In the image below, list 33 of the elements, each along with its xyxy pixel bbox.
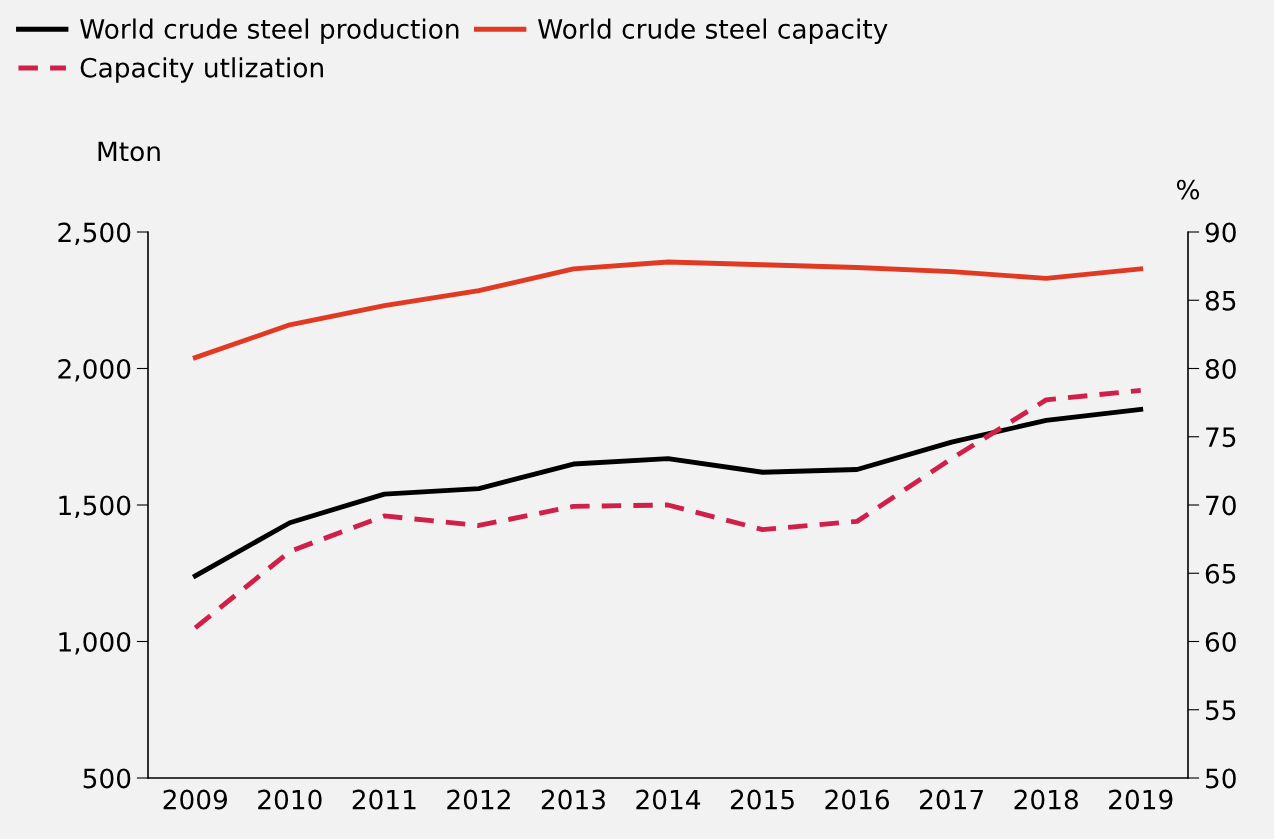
y2-tick-label: 80 (1205, 358, 1236, 379)
legend-label: World crude steel capacity (538, 18, 888, 45)
x-tick-label: 2013 (541, 789, 605, 810)
y2-axis-title: % (1176, 179, 1200, 200)
y2-tick-label: 50 (1206, 768, 1236, 789)
y-axis-title: Mton (98, 141, 160, 162)
y2-tick-label: 75 (1206, 427, 1236, 448)
x-tick-label: 2012 (447, 789, 510, 810)
x-tick-label: 2014 (636, 789, 701, 810)
line-series (192, 387, 1144, 631)
x-tick-label: 2010 (258, 789, 322, 810)
legend-label: Capacity utlization (80, 57, 323, 83)
y2-tick-label: 55 (1206, 700, 1236, 721)
y2-tick-label: 85 (1205, 290, 1236, 311)
x-tick-label: 2011 (352, 789, 416, 810)
x-tick-label: 2019 (1109, 789, 1173, 810)
y2-tick-label: 65 (1205, 563, 1236, 584)
y2-tick-label: 90 (1205, 222, 1236, 243)
y-tick-label: 2,500 (58, 222, 131, 246)
y-tick-label: 1,000 (59, 631, 131, 655)
x-tick-label: 2017 (919, 789, 983, 810)
line-series (192, 259, 1144, 361)
y-tick-label: 2,000 (58, 358, 131, 382)
x-tick-label: 2018 (1014, 789, 1078, 810)
x-tick-label: 2016 (825, 789, 890, 810)
y-tick-label: 500 (83, 768, 131, 789)
legend-label: World crude steel production (80, 18, 459, 45)
line-series (192, 407, 1144, 579)
y2-tick-label: 70 (1206, 495, 1236, 516)
x-tick-label: 2015 (730, 789, 794, 810)
y-tick-label: 1,500 (59, 495, 131, 519)
y2-tick-label: 60 (1205, 631, 1236, 652)
x-tick-label: 2009 (163, 789, 227, 810)
